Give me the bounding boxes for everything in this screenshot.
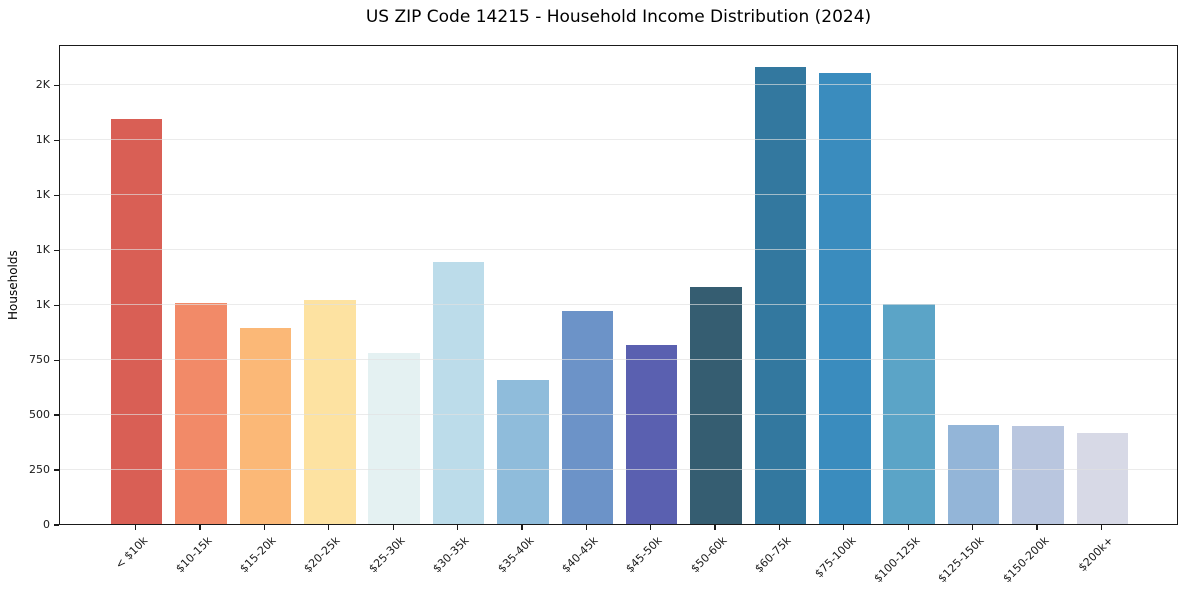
y-tick-label: 250 — [29, 463, 50, 477]
x-tick-mark — [199, 525, 201, 530]
bar — [239, 328, 292, 524]
y-tick-mark — [54, 359, 59, 361]
bar — [110, 118, 163, 524]
y-tick-mark — [54, 469, 59, 471]
x-tick-mark — [778, 525, 781, 530]
y-tick-mark — [54, 84, 59, 87]
y-tick-label: 500 — [29, 408, 50, 422]
gridline — [60, 358, 1177, 360]
x-tick-mark — [263, 525, 266, 530]
y-tick-label: 1K — [35, 298, 50, 312]
x-tick-label: $20-25k — [301, 534, 343, 576]
y-tick-label: 0 — [43, 518, 50, 531]
x-tick-mark — [1100, 525, 1103, 530]
y-tick-mark — [54, 194, 59, 196]
x-tick-mark — [134, 525, 137, 530]
x-tick-label: $50-60k — [688, 534, 730, 576]
y-axis-label: Households — [6, 250, 20, 320]
y-tick-mark — [54, 249, 59, 251]
bar — [690, 286, 742, 524]
bar — [1076, 432, 1129, 524]
y-tick-mark — [54, 304, 59, 306]
bar — [754, 66, 807, 524]
x-tick-mark — [521, 525, 523, 530]
bar — [432, 262, 485, 524]
y-tick-label: 1K — [35, 188, 50, 202]
x-tick-label: $200k+ — [1075, 534, 1116, 575]
bar — [561, 310, 614, 524]
bar — [947, 425, 1000, 524]
x-tick-mark — [392, 525, 394, 530]
y-tick-mark — [54, 139, 59, 142]
x-tick-mark — [843, 525, 845, 530]
x-tick-label: $30-35k — [430, 534, 472, 576]
x-tick-label: $125-150k — [935, 534, 987, 586]
x-tick-mark — [1036, 525, 1038, 530]
gridline — [60, 468, 1177, 470]
gridline — [60, 83, 1177, 85]
gridline — [60, 193, 1177, 195]
x-tick-label: $60-75k — [752, 534, 794, 576]
bar — [819, 73, 871, 524]
y-tick-mark — [54, 414, 59, 416]
y-tick-label: 750 — [29, 353, 50, 367]
x-tick-label: $15-20k — [237, 534, 279, 576]
bar — [625, 344, 678, 524]
y-tick-label: 1K — [35, 133, 50, 147]
x-tick-mark — [907, 525, 909, 530]
bar — [304, 299, 356, 524]
x-tick-label: $100-125k — [871, 534, 923, 586]
y-tick-label: 1K — [35, 243, 50, 257]
x-tick-label: < $10k — [112, 534, 150, 572]
bar — [175, 303, 227, 524]
bar — [368, 352, 420, 524]
x-tick-label: $150-200k — [1000, 534, 1052, 586]
x-tick-mark — [714, 525, 716, 530]
x-tick-label: $45-50k — [623, 534, 665, 576]
y-tick-mark — [54, 524, 59, 526]
gridline — [60, 138, 1177, 140]
x-tick-label: $40-45k — [559, 534, 601, 576]
gridline — [60, 413, 1177, 415]
y-tick-label: 2K — [35, 78, 50, 92]
x-tick-mark — [971, 525, 974, 530]
x-tick-mark — [650, 525, 652, 530]
chart-title: US ZIP Code 14215 - Household Income Dis… — [365, 7, 872, 27]
x-tick-label: $35-40k — [494, 534, 537, 576]
x-tick-label: $25-30k — [366, 534, 408, 576]
x-tick-mark — [328, 525, 330, 530]
x-tick-label: $10-15k — [172, 534, 215, 576]
x-tick-label: $75-100k — [811, 534, 859, 581]
bar — [497, 380, 549, 524]
x-tick-mark — [585, 525, 587, 530]
x-tick-mark — [456, 525, 459, 530]
plot-area — [59, 45, 1178, 525]
gridline — [60, 248, 1177, 250]
bar — [1012, 426, 1064, 524]
gridline — [60, 303, 1177, 305]
